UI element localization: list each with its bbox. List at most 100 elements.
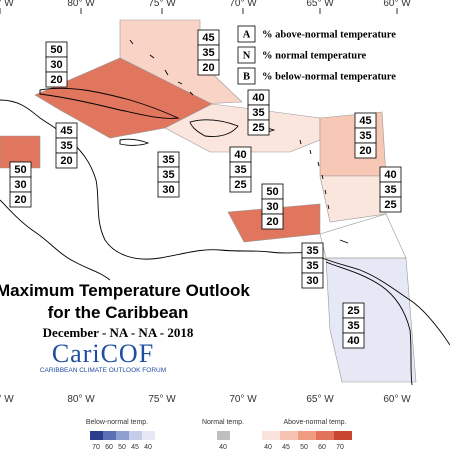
region-belize [0, 135, 41, 169]
longitude-label: 65° W [306, 0, 334, 9]
probability: 35 [252, 107, 264, 119]
probability: 40 [384, 169, 396, 181]
probability: 25 [234, 179, 246, 191]
probability: 35 [234, 164, 246, 176]
longitude-label: 70° W [229, 394, 257, 405]
cuba [39, 87, 180, 119]
hispaniola [189, 119, 239, 137]
probability: 40 [234, 149, 246, 161]
title: Maximum Temperature Outlook [0, 281, 250, 300]
legend-key: A [243, 29, 251, 40]
colorbar-swatch [90, 431, 103, 440]
probability: 35 [162, 169, 174, 181]
box-cell [354, 142, 377, 159]
guianas-coast [325, 261, 413, 386]
legend: A % above-normal temperature N % normal tem… [237, 25, 396, 85]
probability: 30 [14, 179, 26, 191]
box-cell [342, 332, 365, 349]
probability: 35 [202, 47, 214, 59]
longitude-label: 85° W [0, 394, 14, 405]
probability: 50 [266, 186, 278, 198]
legend-text: % normal temperature [262, 50, 367, 61]
probability: 20 [359, 145, 371, 157]
colorbar-swatch [129, 431, 142, 440]
probability: 35 [162, 154, 174, 166]
colorbar-tick: 70 [336, 444, 344, 450]
longitude-label: 65° W [306, 394, 334, 405]
colorbar-tick: 60 [318, 444, 326, 450]
probability: 50 [14, 164, 26, 176]
legend-key-box [237, 46, 256, 64]
jamaica [119, 138, 150, 146]
probability: 45 [60, 125, 72, 137]
longitude-label: 60° W [383, 394, 411, 405]
legend-text: % below-normal temperature [262, 71, 396, 82]
colorbar-swatch [217, 431, 230, 440]
colorbar-tick: 60 [105, 444, 113, 450]
probability: 35 [384, 184, 396, 196]
box-cell [9, 191, 32, 208]
colorbar-tick: 50 [118, 444, 126, 450]
box-cell [379, 196, 402, 213]
probability: 50 [50, 44, 62, 56]
probability: 20 [202, 62, 214, 74]
coastline [0, 199, 111, 281]
box-cell [229, 176, 252, 193]
colorbar-tick: 40 [264, 444, 272, 450]
colorbar-swatch [142, 431, 155, 440]
probability: 30 [266, 201, 278, 213]
longitude-label: 75° W [148, 0, 176, 9]
box-cell [301, 272, 324, 289]
probability: 20 [14, 194, 26, 206]
colorbar-swatch [316, 431, 334, 440]
legend-key: N [243, 50, 251, 61]
colorbar-tick: 70 [92, 444, 100, 450]
box-cell [261, 213, 284, 230]
box-cell [197, 59, 220, 76]
colorbar-swatch [334, 431, 352, 440]
probability: 45 [359, 115, 371, 127]
region-outline [319, 213, 407, 259]
probability: 45 [202, 32, 214, 44]
probability: 30 [162, 184, 174, 196]
longitude-label: 75° W [148, 394, 176, 405]
colorbar-swatch [116, 431, 129, 440]
colorbar-label: Above-normal temp. [283, 419, 346, 426]
probability: 35 [306, 245, 318, 257]
probability: 25 [384, 199, 396, 211]
logo: CariCOF [52, 339, 154, 368]
colorbar-swatch [280, 431, 298, 440]
region-guianas [325, 257, 417, 383]
colorbar-swatch [298, 431, 316, 440]
colorbar-label: Below-normal temp. [86, 419, 148, 426]
box-cell [55, 152, 78, 169]
colorbar-tick: 45 [131, 444, 139, 450]
probability-boxes: 45 35 20 50 30 20 40 35 25 45 35 20 45 35 20 35 35 30 40 35… [9, 29, 402, 349]
region-windward [319, 175, 387, 223]
colorbar-swatch [103, 431, 116, 440]
graticule: 85° W 85° W 80° W 80° W 75° W 75° W 70° W 70° W… [0, 0, 411, 405]
probability: 35 [306, 260, 318, 272]
legend-key: B [243, 71, 250, 82]
period: December - NA - NA - 2018 [43, 325, 194, 340]
legend-key-box [237, 67, 256, 85]
logo-caption: CARIBBEAN CLIMATE OUTLOOK FORUM [40, 367, 166, 374]
box-cell [157, 181, 180, 198]
small-islands [129, 39, 349, 244]
probability: 30 [306, 275, 318, 287]
longitude-label: 85° W [0, 0, 14, 9]
probability: 20 [60, 155, 72, 167]
colorbar-tick: 40 [144, 444, 152, 450]
longitude-label: 60° W [383, 0, 411, 9]
probability: 30 [50, 59, 62, 71]
box-cell [45, 71, 68, 88]
longitude-label: 80° W [67, 0, 95, 9]
probability: 20 [50, 74, 62, 86]
box-cell [247, 119, 270, 136]
colorbar-tick: 45 [282, 444, 290, 450]
subtitle: for the Caribbean [48, 303, 189, 322]
probability: 40 [347, 335, 359, 347]
colorbar: Below-normal temp. Normal temp. Above-norm… [86, 419, 352, 450]
